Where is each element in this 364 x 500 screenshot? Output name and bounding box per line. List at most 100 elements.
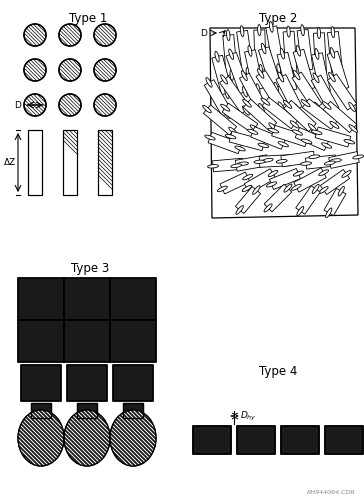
Ellipse shape	[301, 24, 304, 36]
Circle shape	[94, 94, 116, 116]
Text: Type 1: Type 1	[69, 12, 107, 25]
Ellipse shape	[335, 66, 339, 78]
Ellipse shape	[290, 121, 299, 128]
Ellipse shape	[301, 139, 312, 143]
Ellipse shape	[293, 70, 300, 80]
Ellipse shape	[308, 124, 317, 132]
Ellipse shape	[331, 106, 337, 115]
Polygon shape	[283, 31, 297, 73]
Circle shape	[24, 59, 46, 81]
Ellipse shape	[278, 72, 284, 82]
Ellipse shape	[331, 26, 335, 38]
Polygon shape	[281, 152, 315, 166]
Ellipse shape	[242, 106, 249, 115]
Ellipse shape	[250, 125, 259, 132]
Ellipse shape	[307, 84, 312, 94]
Ellipse shape	[221, 104, 230, 111]
Ellipse shape	[323, 86, 327, 98]
Ellipse shape	[217, 186, 228, 192]
Ellipse shape	[344, 140, 355, 144]
Ellipse shape	[341, 84, 346, 94]
Ellipse shape	[231, 164, 242, 168]
Ellipse shape	[262, 158, 273, 162]
Ellipse shape	[323, 102, 331, 110]
Text: RH944064.CDR: RH944064.CDR	[307, 490, 356, 495]
Ellipse shape	[18, 410, 64, 466]
Ellipse shape	[312, 184, 319, 194]
FancyBboxPatch shape	[325, 426, 363, 454]
FancyBboxPatch shape	[110, 278, 156, 320]
Ellipse shape	[301, 162, 312, 166]
Ellipse shape	[269, 22, 273, 32]
Ellipse shape	[292, 130, 302, 135]
Ellipse shape	[229, 49, 234, 59]
Bar	[28, 130, 42, 195]
Ellipse shape	[248, 130, 258, 134]
FancyBboxPatch shape	[64, 320, 110, 362]
Text: D: D	[200, 28, 207, 38]
Ellipse shape	[230, 70, 233, 80]
Polygon shape	[277, 52, 297, 92]
Ellipse shape	[292, 184, 301, 190]
Polygon shape	[212, 55, 232, 95]
Polygon shape	[311, 75, 339, 113]
Text: Type 4: Type 4	[259, 365, 297, 378]
Polygon shape	[226, 52, 250, 94]
Polygon shape	[294, 168, 326, 192]
Polygon shape	[295, 128, 329, 150]
Ellipse shape	[342, 170, 351, 177]
Polygon shape	[203, 105, 237, 135]
Ellipse shape	[324, 161, 335, 165]
Bar	[77, 403, 97, 418]
Circle shape	[94, 24, 116, 46]
Polygon shape	[264, 184, 292, 212]
Ellipse shape	[237, 162, 248, 166]
Polygon shape	[208, 132, 242, 154]
Ellipse shape	[242, 186, 252, 192]
Text: Type 3: Type 3	[71, 262, 109, 275]
Ellipse shape	[240, 26, 244, 36]
Ellipse shape	[257, 68, 264, 78]
FancyBboxPatch shape	[21, 365, 61, 401]
FancyBboxPatch shape	[67, 365, 107, 401]
Ellipse shape	[353, 155, 364, 159]
Text: ΔZ: ΔZ	[4, 158, 16, 167]
Ellipse shape	[110, 410, 156, 466]
Polygon shape	[284, 100, 316, 132]
Circle shape	[59, 24, 81, 46]
Polygon shape	[327, 51, 349, 91]
Ellipse shape	[258, 144, 269, 148]
Ellipse shape	[226, 30, 230, 40]
Ellipse shape	[319, 170, 329, 175]
Ellipse shape	[268, 170, 278, 176]
Ellipse shape	[314, 102, 321, 112]
Polygon shape	[296, 186, 320, 214]
Circle shape	[59, 59, 81, 81]
Ellipse shape	[306, 64, 309, 76]
Ellipse shape	[269, 123, 277, 130]
Polygon shape	[327, 74, 357, 110]
Polygon shape	[251, 126, 285, 150]
Polygon shape	[244, 168, 276, 194]
Polygon shape	[305, 155, 336, 169]
Ellipse shape	[277, 64, 281, 74]
Polygon shape	[262, 98, 298, 128]
Polygon shape	[229, 132, 265, 150]
FancyBboxPatch shape	[110, 320, 156, 362]
Polygon shape	[312, 53, 331, 93]
Polygon shape	[272, 126, 308, 146]
Ellipse shape	[326, 208, 332, 218]
Ellipse shape	[297, 206, 304, 216]
Ellipse shape	[293, 171, 304, 176]
Polygon shape	[276, 74, 302, 112]
Ellipse shape	[280, 48, 285, 59]
Polygon shape	[297, 30, 313, 70]
Ellipse shape	[235, 146, 245, 151]
Polygon shape	[293, 50, 315, 90]
Bar	[31, 403, 51, 418]
Ellipse shape	[259, 64, 262, 76]
Ellipse shape	[284, 184, 292, 192]
Polygon shape	[254, 30, 266, 70]
Ellipse shape	[205, 135, 215, 140]
Polygon shape	[223, 34, 237, 76]
